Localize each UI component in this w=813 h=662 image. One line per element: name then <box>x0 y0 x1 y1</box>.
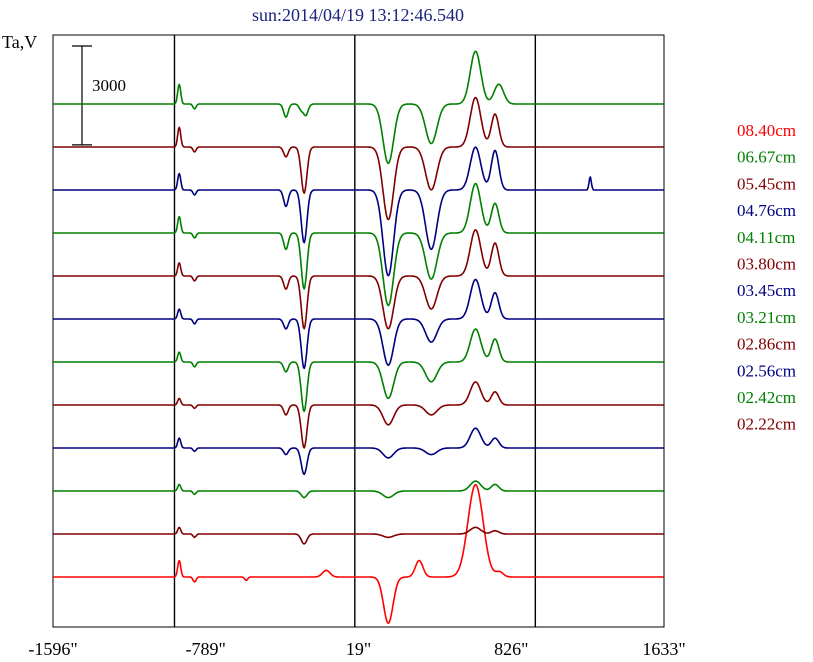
trace-03.21cm <box>53 328 664 413</box>
trace-02.22cm <box>53 526 664 545</box>
legend-item: 02.42cm <box>737 388 796 407</box>
legend-item: 03.80cm <box>737 255 796 274</box>
trace-08.40cm <box>53 483 664 624</box>
trace-03.80cm <box>53 229 664 330</box>
x-tick-label: -789" <box>186 639 226 659</box>
x-tick-labels: -1596" -789" 19" 826" 1633" <box>28 639 685 659</box>
marker-lines <box>173 35 537 627</box>
legend-item: 02.22cm <box>737 415 796 434</box>
x-tick-label: -1596" <box>28 639 77 659</box>
trace-02.56cm <box>53 427 664 476</box>
legend-item: 03.45cm <box>737 281 796 300</box>
trace-02.86cm <box>53 381 664 449</box>
legend-item: 05.45cm <box>737 174 796 193</box>
trace-02.42cm <box>53 480 664 499</box>
x-tick-label: 19" <box>346 639 371 659</box>
trace-04.11cm <box>53 182 664 307</box>
trace-05.45cm <box>53 96 664 221</box>
legend-item: 08.40cm <box>737 121 796 140</box>
scale-bar: 3000 <box>72 45 126 146</box>
legend-item: 04.76cm <box>737 201 796 220</box>
trace-04.76cm <box>53 146 664 277</box>
trace-03.45cm <box>53 278 664 370</box>
legend-item: 06.67cm <box>737 148 796 167</box>
legend-item: 02.86cm <box>737 335 796 354</box>
plot-area <box>52 34 665 628</box>
legend-item: 03.21cm <box>737 308 796 327</box>
scale-bar-label: 3000 <box>92 76 126 95</box>
legend: 08.40cm 06.67cm 05.45cm 04.76cm 04.11cm 03.80… <box>737 121 796 434</box>
chart-title: sun:2014/04/19 13:12:46.540 <box>252 5 464 25</box>
x-tick-label: 1633" <box>642 639 685 659</box>
traces <box>53 50 664 624</box>
trace-06.67cm <box>53 50 664 165</box>
legend-item: 04.11cm <box>737 228 795 247</box>
legend-item: 02.56cm <box>737 361 796 380</box>
y-axis-label: Ta,V <box>2 32 37 52</box>
x-tick-label: 826" <box>494 639 528 659</box>
